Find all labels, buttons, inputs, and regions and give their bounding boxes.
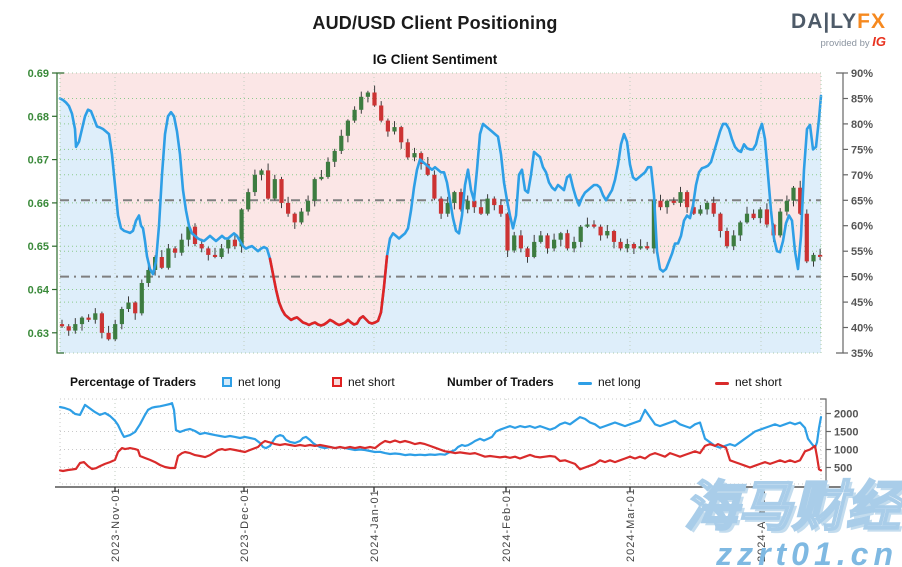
svg-text:1500: 1500	[834, 427, 858, 439]
main-plot-frame	[59, 72, 822, 354]
dailyfx-logo: DA|LYFX provided by IG	[791, 10, 886, 50]
main-gridlines	[60, 73, 821, 484]
svg-text:0.67: 0.67	[28, 155, 49, 167]
svg-text:0.69: 0.69	[28, 68, 49, 80]
svg-text:55%: 55%	[851, 246, 873, 258]
legend-group-percentage: Percentage of Traders	[70, 375, 197, 389]
net-long-dash-swatch	[578, 382, 592, 385]
traders-axis-right: 2000 1500 1000 500	[820, 398, 858, 485]
legend-pct-net-long: net long	[238, 375, 281, 389]
legend-num-net-long: net long	[598, 375, 641, 389]
svg-text:2024-Jan-01: 2024-Jan-01	[369, 489, 381, 562]
legend-group-number: Number of Traders	[447, 375, 554, 389]
net-short-dash-swatch	[715, 382, 729, 385]
svg-text:500: 500	[834, 463, 852, 475]
date-axis: 2023-Nov-01 2023-Dec-01 2024-Jan-01 2024-Fe…	[55, 486, 845, 562]
svg-text:2023-Nov-01: 2023-Nov-01	[110, 487, 122, 562]
svg-text:85%: 85%	[851, 94, 873, 106]
page-title: AUD/USD Client Positioning	[312, 13, 558, 33]
legend-num-net-short: net short	[735, 375, 782, 389]
net-long-square-swatch	[222, 377, 232, 387]
traders-plot-frame	[59, 398, 822, 485]
svg-text:0.64: 0.64	[28, 285, 50, 297]
traders-net-short-line	[58, 439, 823, 473]
svg-text:0.65: 0.65	[28, 241, 49, 253]
svg-text:90%: 90%	[851, 68, 873, 80]
svg-text:70%: 70%	[851, 170, 873, 182]
svg-text:2000: 2000	[834, 409, 858, 421]
sentiment-fill-areas	[60, 73, 821, 354]
svg-text:0.68: 0.68	[28, 111, 49, 123]
svg-text:2024-Feb-01: 2024-Feb-01	[501, 488, 513, 562]
legend-row: Percentage of Traders net long net short…	[0, 374, 902, 392]
svg-text:0.66: 0.66	[28, 198, 49, 210]
svg-text:65%: 65%	[851, 195, 873, 207]
net-short-square-swatch	[332, 377, 342, 387]
svg-text:1000: 1000	[834, 445, 858, 457]
svg-text:0.63: 0.63	[28, 328, 49, 340]
svg-text:2024-Apr-01: 2024-Apr-01	[756, 490, 768, 562]
svg-text:45%: 45%	[851, 297, 873, 309]
dailyfx-logo-text: DA|LYFX	[791, 10, 886, 33]
percent-axis-right: 90% 85% 80% 75% 70% 65% 60% 55% 50% 45% 40% 35%	[836, 68, 873, 360]
chart-subtitle: IG Client Sentiment	[372, 52, 498, 67]
svg-text:2023-Dec-01: 2023-Dec-01	[239, 487, 251, 562]
pct-net-long-line	[58, 94, 823, 327]
svg-text:60%: 60%	[851, 221, 873, 233]
svg-text:2024-Mar-01: 2024-Mar-01	[625, 488, 637, 562]
price-axis-left: 0.69 0.68 0.67 0.66 0.65 0.64 0.63	[28, 68, 64, 354]
svg-text:75%: 75%	[851, 144, 873, 156]
traders-net-long-line	[58, 402, 823, 457]
legend-pct-net-short: net short	[348, 375, 395, 389]
svg-text:35%: 35%	[851, 348, 873, 360]
svg-text:50%: 50%	[851, 272, 873, 284]
provided-by-ig: provided by IG	[820, 34, 887, 50]
price-candles	[59, 85, 823, 341]
ig-logo: IG	[872, 34, 886, 50]
svg-text:40%: 40%	[851, 323, 873, 335]
pct-net-short-majority-segment	[268, 254, 389, 327]
svg-text:80%: 80%	[851, 119, 873, 131]
